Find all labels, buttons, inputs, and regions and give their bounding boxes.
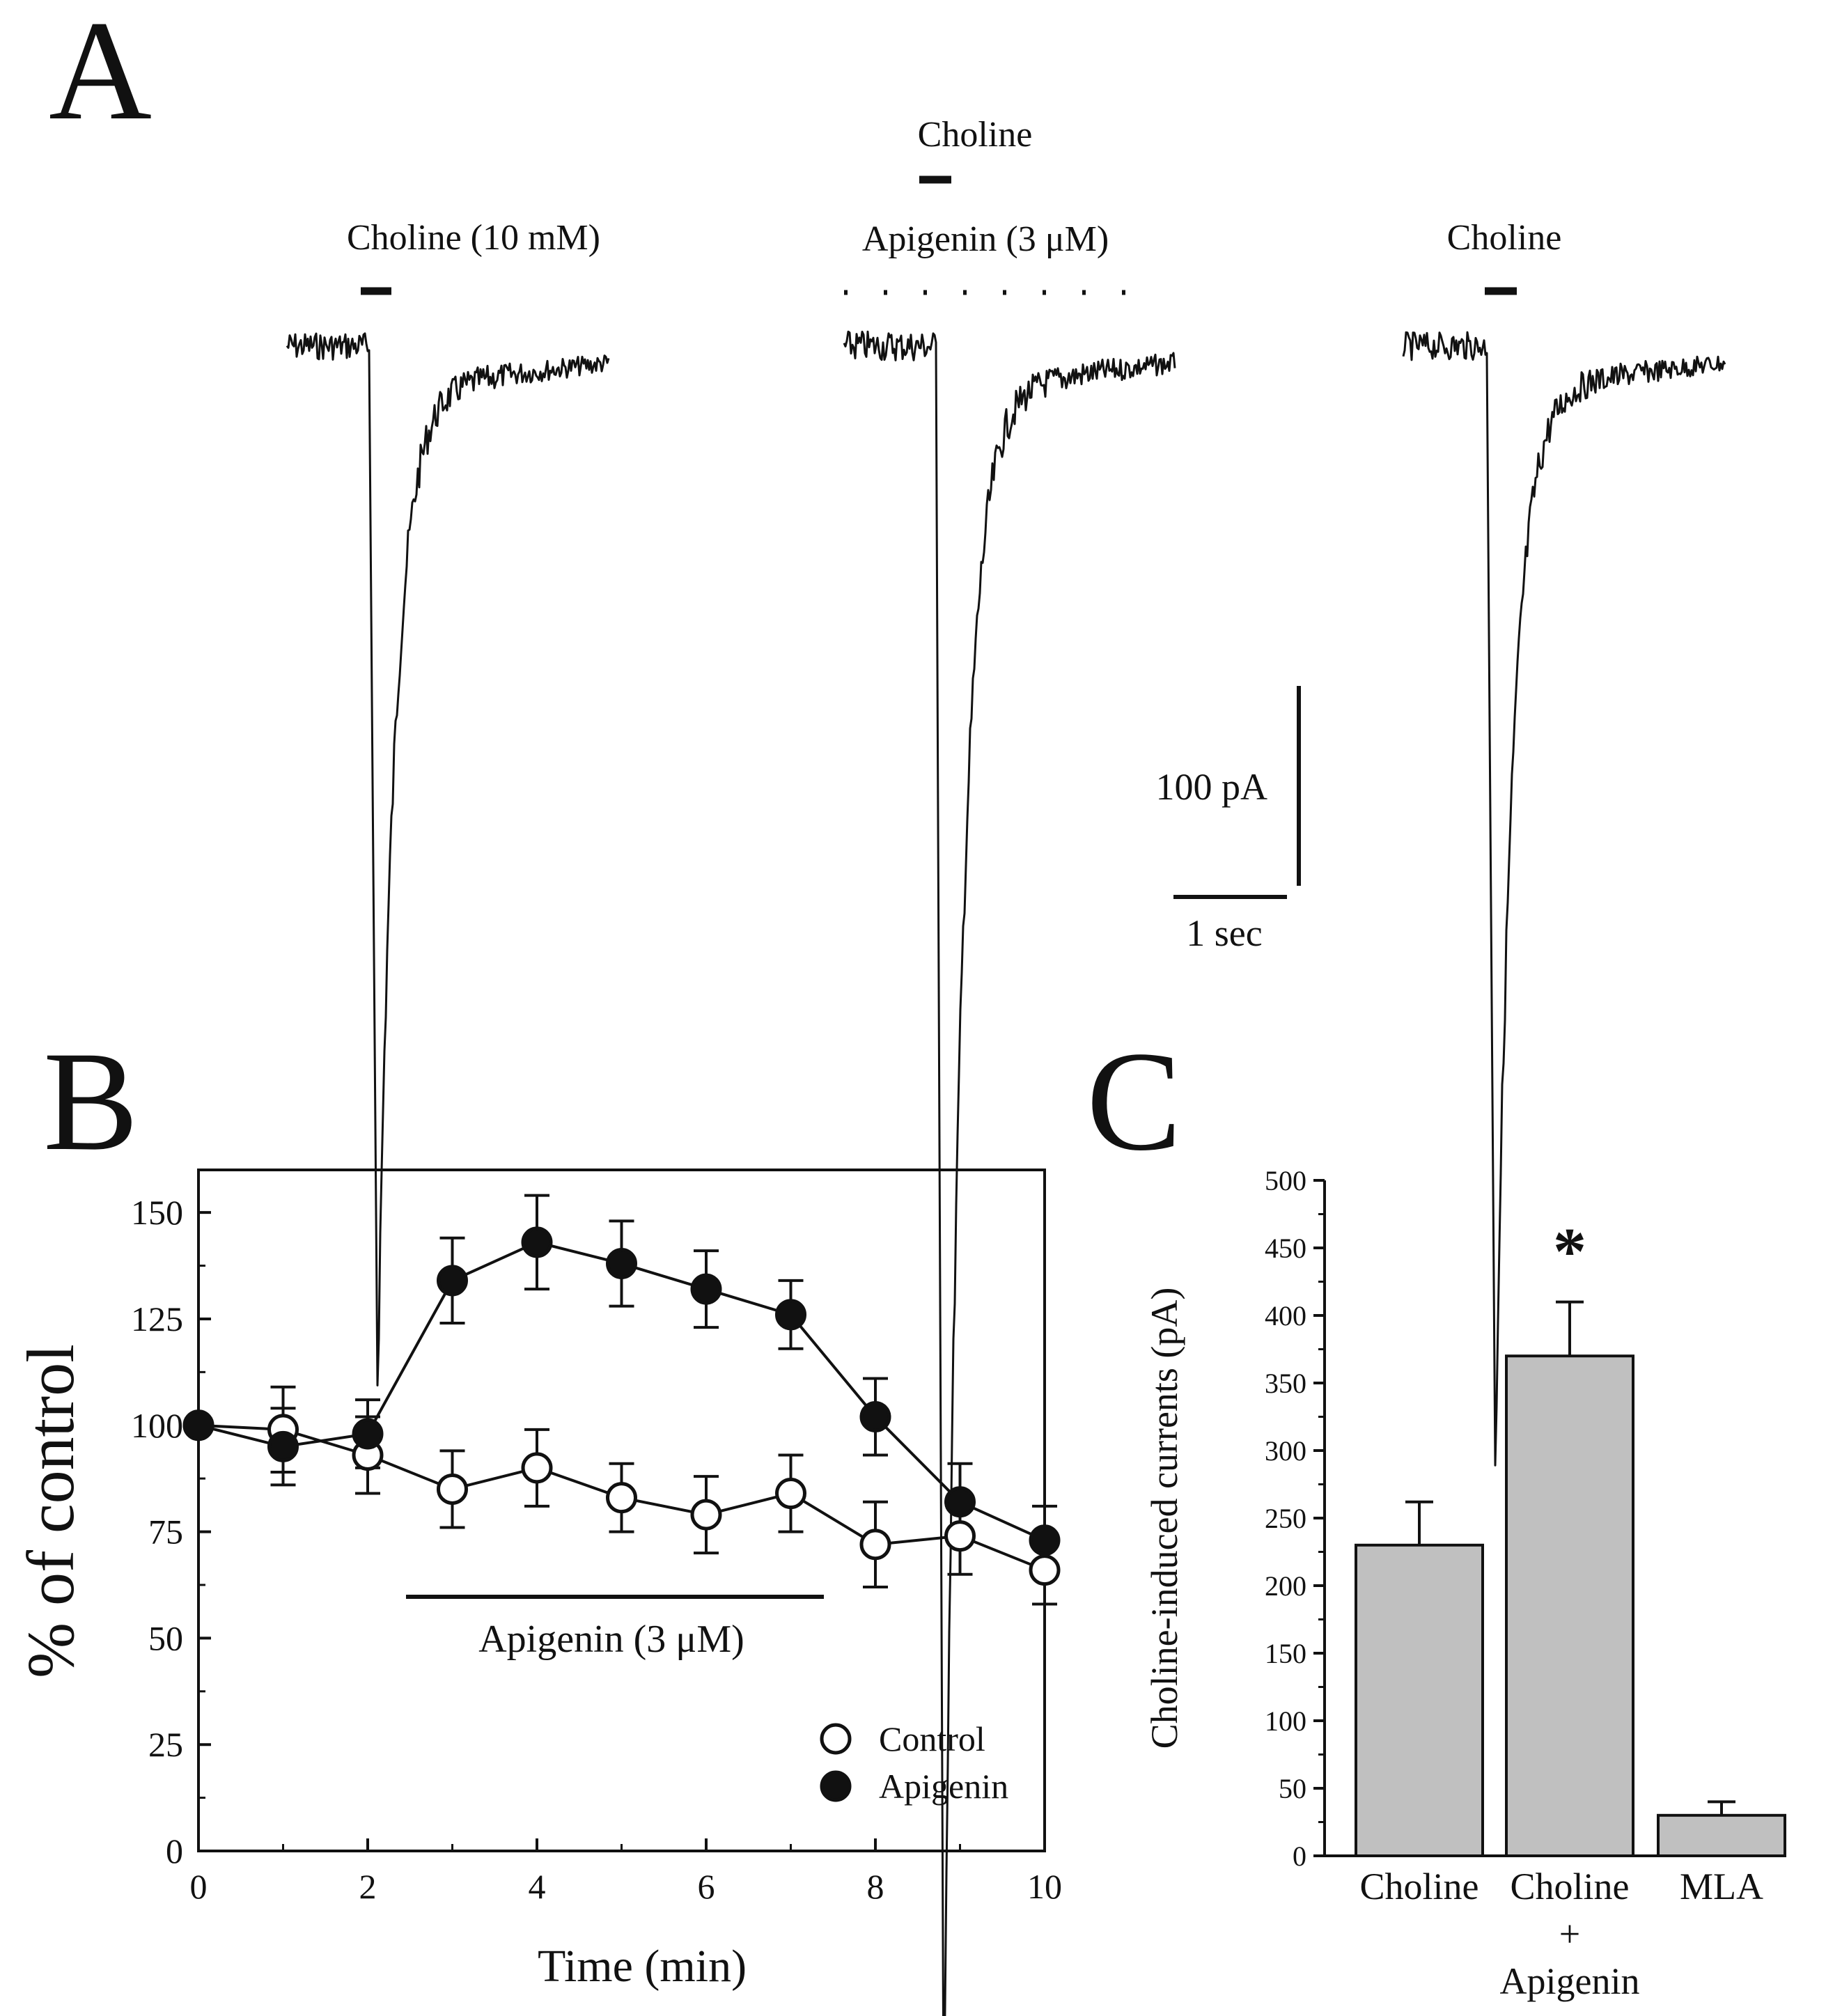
- x-tick-label: 0: [190, 1867, 208, 1906]
- legend-control-label: Control: [879, 1719, 985, 1758]
- panel-c: C 0 50 100 150 200 250 300 350 400 450 500 Choline…: [1086, 1022, 1786, 2002]
- y-tick-label: 100: [131, 1406, 183, 1445]
- panel-a-letter: A: [49, 0, 152, 150]
- y-tick-label: 350: [1265, 1368, 1306, 1399]
- apigenin-data-point: [859, 1401, 891, 1433]
- y-tick-label: 100: [1265, 1705, 1306, 1737]
- trace-2-top-label: Choline: [918, 115, 1033, 155]
- y-tick-label: 150: [1265, 1638, 1306, 1669]
- scale-bar-current-label: 100 pA: [1156, 766, 1268, 808]
- legend-apigenin-marker: [820, 1770, 852, 1802]
- significance-asterisk: *: [1553, 1214, 1586, 1289]
- apigenin-application-label: Apigenin (3 μM): [478, 1618, 744, 1661]
- x-tick-label: 10: [1027, 1867, 1062, 1906]
- x-tick-label: 4: [529, 1867, 546, 1906]
- panel-b-letter: B: [43, 1022, 139, 1180]
- apigenin-data-point: [521, 1226, 553, 1258]
- x-tick-label: 2: [359, 1867, 377, 1906]
- control-data-point: [775, 1478, 806, 1510]
- panel-c-bars: Choline Choline + Apigenin MLA *: [1355, 1214, 1786, 2002]
- apigenin-data-point: [690, 1273, 722, 1305]
- category-label: +: [1559, 1913, 1580, 1955]
- bar-mla: [1657, 1813, 1786, 1858]
- bar-choline: [1355, 1543, 1484, 1858]
- trace-2-label: Apigenin (3 μM): [862, 219, 1109, 259]
- panel-c-letter: C: [1086, 1022, 1182, 1180]
- current-trace-3: [1402, 331, 1726, 1467]
- apigenin-data-point: [182, 1409, 214, 1441]
- control-data-point: [859, 1529, 891, 1561]
- y-tick-label: 150: [131, 1193, 183, 1232]
- legend-control-marker: [820, 1723, 852, 1755]
- control-data-point: [1029, 1554, 1061, 1586]
- apigenin-data-point: [437, 1265, 468, 1297]
- y-tick-label: 200: [1265, 1570, 1306, 1602]
- panel-b: B 0 25 50 75 100 125 150 0 2 4 6 8 10 % of control T…: [13, 1022, 1062, 1992]
- current-trace-2: [843, 330, 1176, 2016]
- panel-b-axes: 0 25 50 75 100 125 150 0 2 4 6 8 10: [131, 1193, 1062, 1906]
- panel-b-y-axis-label: % of control: [13, 1344, 88, 1678]
- panel-b-series: [182, 1194, 1061, 1606]
- category-label: Choline: [1511, 1866, 1630, 1907]
- apigenin-data-point: [944, 1486, 976, 1518]
- y-tick-label: 300: [1265, 1435, 1306, 1467]
- y-tick-label: 125: [131, 1299, 183, 1338]
- current-trace-1: [286, 332, 610, 1386]
- control-data-point: [606, 1482, 637, 1514]
- y-tick-label: 25: [148, 1725, 183, 1764]
- y-tick-label: 450: [1265, 1233, 1306, 1264]
- y-tick-label: 0: [166, 1831, 183, 1870]
- panel-c-y-axis-label: Choline-induced currents (pA): [1144, 1288, 1185, 1749]
- current-traces: [286, 330, 1726, 2016]
- x-tick-label: 8: [867, 1867, 884, 1906]
- apigenin-data-point: [775, 1299, 806, 1331]
- apigenin-data-point: [606, 1247, 637, 1279]
- category-label: MLA: [1680, 1866, 1763, 1907]
- control-data-point: [521, 1452, 553, 1484]
- y-tick-label: 0: [1293, 1841, 1306, 1872]
- y-tick-label: 250: [1265, 1503, 1306, 1534]
- y-tick-label: 50: [148, 1618, 183, 1657]
- panel-b-legend: Control Apigenin: [820, 1719, 1008, 1806]
- scale-bar-time-label: 1 sec: [1186, 912, 1262, 954]
- trace-1-label: Choline (10 mM): [347, 218, 600, 258]
- category-label: Apigenin: [1500, 1960, 1640, 2002]
- legend-apigenin-label: Apigenin: [879, 1767, 1008, 1806]
- panel-b-x-axis-label: Time (min): [538, 1941, 747, 1992]
- apigenin-data-point: [352, 1418, 384, 1450]
- y-tick-label: 500: [1265, 1165, 1306, 1196]
- apigenin-data-point: [1029, 1524, 1061, 1556]
- category-label: Choline: [1360, 1866, 1479, 1907]
- apigenin-data-point: [267, 1430, 299, 1462]
- control-data-point: [690, 1499, 722, 1531]
- panel-c-axes: 0 50 100 150 200 250 300 350 400 450 500: [1265, 1165, 1325, 1872]
- y-tick-label: 400: [1265, 1300, 1306, 1331]
- bar-choline-apigenin: [1505, 1354, 1634, 1857]
- control-data-point: [437, 1473, 468, 1505]
- panel-a: A Choline (10 mM) Choline Apigenin (3 μM…: [49, 0, 1726, 2016]
- y-tick-label: 75: [148, 1513, 183, 1552]
- x-tick-label: 6: [698, 1867, 715, 1906]
- trace-3-label: Choline: [1447, 218, 1562, 258]
- y-tick-label: 50: [1279, 1773, 1306, 1804]
- control-data-point: [944, 1520, 976, 1552]
